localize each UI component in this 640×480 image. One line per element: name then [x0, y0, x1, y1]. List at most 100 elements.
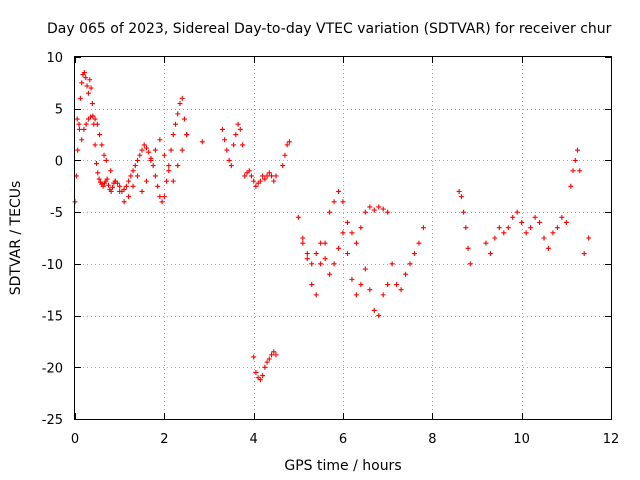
- data-point: [353, 292, 359, 298]
- data-point: [309, 282, 315, 288]
- data-point: [505, 225, 511, 231]
- data-point: [126, 178, 132, 184]
- data-point: [170, 178, 176, 184]
- data-point: [349, 276, 355, 282]
- data-point: [545, 245, 551, 251]
- data-point: [92, 116, 98, 122]
- data-point: [340, 199, 346, 205]
- data-point: [385, 209, 391, 215]
- data-point: [358, 282, 364, 288]
- data-point: [389, 261, 395, 267]
- data-point: [93, 161, 99, 167]
- data-point: [87, 77, 93, 83]
- data-point: [322, 240, 328, 246]
- data-point: [251, 178, 257, 184]
- data-point: [575, 147, 580, 153]
- data-point: [510, 214, 516, 220]
- data-point: [336, 245, 342, 251]
- data-point: [242, 173, 248, 179]
- data-point: [76, 126, 82, 132]
- data-point: [253, 369, 259, 375]
- data-point: [146, 149, 152, 155]
- data-point: [132, 163, 138, 169]
- x-axis-label: GPS time / hours: [284, 458, 401, 474]
- data-point: [398, 287, 404, 293]
- data-point: [235, 121, 241, 127]
- data-point: [271, 178, 277, 184]
- data-point: [219, 126, 225, 132]
- data-point: [246, 168, 252, 174]
- data-point: [367, 204, 373, 210]
- data-point: [380, 292, 386, 298]
- y-tick-label: -15: [42, 310, 63, 325]
- data-point: [99, 142, 105, 148]
- data-point: [179, 147, 185, 153]
- data-point: [327, 271, 333, 277]
- data-point: [559, 214, 565, 220]
- data-point: [181, 116, 187, 122]
- data-point: [309, 261, 315, 267]
- data-point: [349, 230, 355, 236]
- data-point: [96, 176, 102, 182]
- data-point: [461, 209, 467, 215]
- data-point: [237, 126, 243, 132]
- data-point: [572, 157, 578, 163]
- data-point: [403, 271, 409, 277]
- data-point: [344, 219, 350, 225]
- data-point: [463, 225, 469, 231]
- x-tick-label: 0: [71, 432, 79, 447]
- data-point: [121, 199, 127, 205]
- data-point: [353, 240, 359, 246]
- data-point: [300, 235, 306, 241]
- x-tick-label: 12: [603, 432, 620, 447]
- data-point: [150, 163, 156, 169]
- data-point: [280, 163, 286, 169]
- data-point: [81, 70, 87, 76]
- data-point: [137, 152, 143, 158]
- data-point: [166, 168, 172, 174]
- chart-title: Day 065 of 2023, Sidereal Day-to-day VTE…: [47, 21, 612, 37]
- data-point: [103, 157, 109, 163]
- data-point: [257, 377, 263, 383]
- data-point: [264, 173, 270, 179]
- data-point: [83, 75, 89, 81]
- data-point: [376, 204, 382, 210]
- data-point: [362, 266, 368, 272]
- data-point: [532, 214, 538, 220]
- data-point: [130, 183, 136, 189]
- data-point: [222, 137, 228, 143]
- data-point: [101, 152, 107, 158]
- data-point: [458, 194, 464, 200]
- data-point: [257, 178, 263, 184]
- data-point: [304, 251, 310, 257]
- data-point: [362, 209, 368, 215]
- data-point: [126, 194, 132, 200]
- data-point: [95, 170, 101, 176]
- data-point: [170, 132, 176, 138]
- data-point: [266, 170, 272, 176]
- data-point: [164, 178, 170, 184]
- data-point: [175, 111, 181, 117]
- data-point: [492, 235, 498, 241]
- data-point: [89, 101, 95, 107]
- data-point: [157, 137, 163, 143]
- y-tick-label: -25: [42, 413, 63, 428]
- y-axis-label: SDTVAR / TECUs: [8, 181, 24, 296]
- data-point: [128, 173, 134, 179]
- data-point: [313, 251, 319, 257]
- x-tick-label: 4: [250, 432, 258, 447]
- data-point: [411, 251, 417, 257]
- data-point: [143, 178, 149, 184]
- data-point: [90, 113, 96, 119]
- data-point: [224, 147, 230, 153]
- data-point: [117, 183, 123, 189]
- data-point: [123, 183, 129, 189]
- data-point: [152, 173, 158, 179]
- data-point: [108, 188, 114, 194]
- data-point: [248, 173, 254, 179]
- data-point: [577, 168, 583, 174]
- data-point: [251, 354, 257, 360]
- data-point: [487, 251, 493, 257]
- axis-ticks: 0 2 4 6 8 10 12 -25 -20 -15 -10 -5 0 5 10: [42, 51, 620, 447]
- data-point: [177, 101, 183, 107]
